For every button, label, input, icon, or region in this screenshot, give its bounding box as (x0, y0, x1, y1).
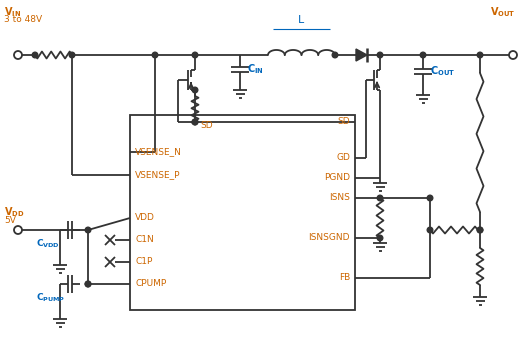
Text: PGND: PGND (324, 173, 350, 183)
Circle shape (332, 52, 338, 58)
Text: C1P: C1P (135, 258, 152, 267)
Text: $\mathbf{C_{VDD}}$: $\mathbf{C_{VDD}}$ (36, 238, 60, 250)
Text: $\mathbf{V_{DD}}$: $\mathbf{V_{DD}}$ (4, 205, 24, 219)
Text: L: L (298, 15, 304, 25)
Bar (130, 115, 355, 310)
Circle shape (152, 52, 158, 58)
Text: $\mathbf{V_{IN}}$: $\mathbf{V_{IN}}$ (4, 5, 21, 19)
Polygon shape (356, 49, 367, 61)
Text: ISNSGND: ISNSGND (309, 234, 350, 243)
Circle shape (192, 52, 198, 58)
Text: VSENSE_P: VSENSE_P (135, 171, 181, 180)
Text: CPUMP: CPUMP (135, 279, 166, 289)
Circle shape (192, 119, 198, 125)
Circle shape (85, 281, 91, 287)
Circle shape (427, 195, 433, 201)
Circle shape (85, 227, 91, 233)
Text: 5V: 5V (4, 216, 16, 225)
Circle shape (377, 235, 383, 241)
Text: C1N: C1N (135, 236, 154, 245)
Circle shape (85, 281, 91, 287)
Text: SD: SD (200, 120, 212, 129)
Text: $\mathbf{C_{OUT}}$: $\mathbf{C_{OUT}}$ (430, 64, 455, 78)
Circle shape (427, 227, 433, 233)
Text: VDD: VDD (135, 214, 155, 223)
Circle shape (477, 227, 483, 233)
Circle shape (377, 52, 383, 58)
Circle shape (69, 52, 75, 58)
Text: FB: FB (339, 273, 350, 282)
Text: $\mathbf{V_{OUT}}$: $\mathbf{V_{OUT}}$ (490, 5, 516, 19)
Circle shape (192, 87, 198, 93)
Text: GD: GD (336, 153, 350, 162)
Text: VSENSE_N: VSENSE_N (135, 148, 182, 157)
Circle shape (377, 195, 383, 201)
Text: $\mathbf{C_{IN}}$: $\mathbf{C_{IN}}$ (247, 62, 264, 76)
Circle shape (477, 52, 483, 58)
Text: $\mathbf{C_{PUMP}}$: $\mathbf{C_{PUMP}}$ (36, 292, 65, 304)
Circle shape (32, 52, 38, 58)
Text: ISNS: ISNS (329, 193, 350, 203)
Text: SD: SD (337, 118, 350, 127)
Circle shape (420, 52, 426, 58)
Text: 3 to 48V: 3 to 48V (4, 15, 42, 24)
Circle shape (477, 227, 483, 233)
Circle shape (192, 119, 198, 125)
